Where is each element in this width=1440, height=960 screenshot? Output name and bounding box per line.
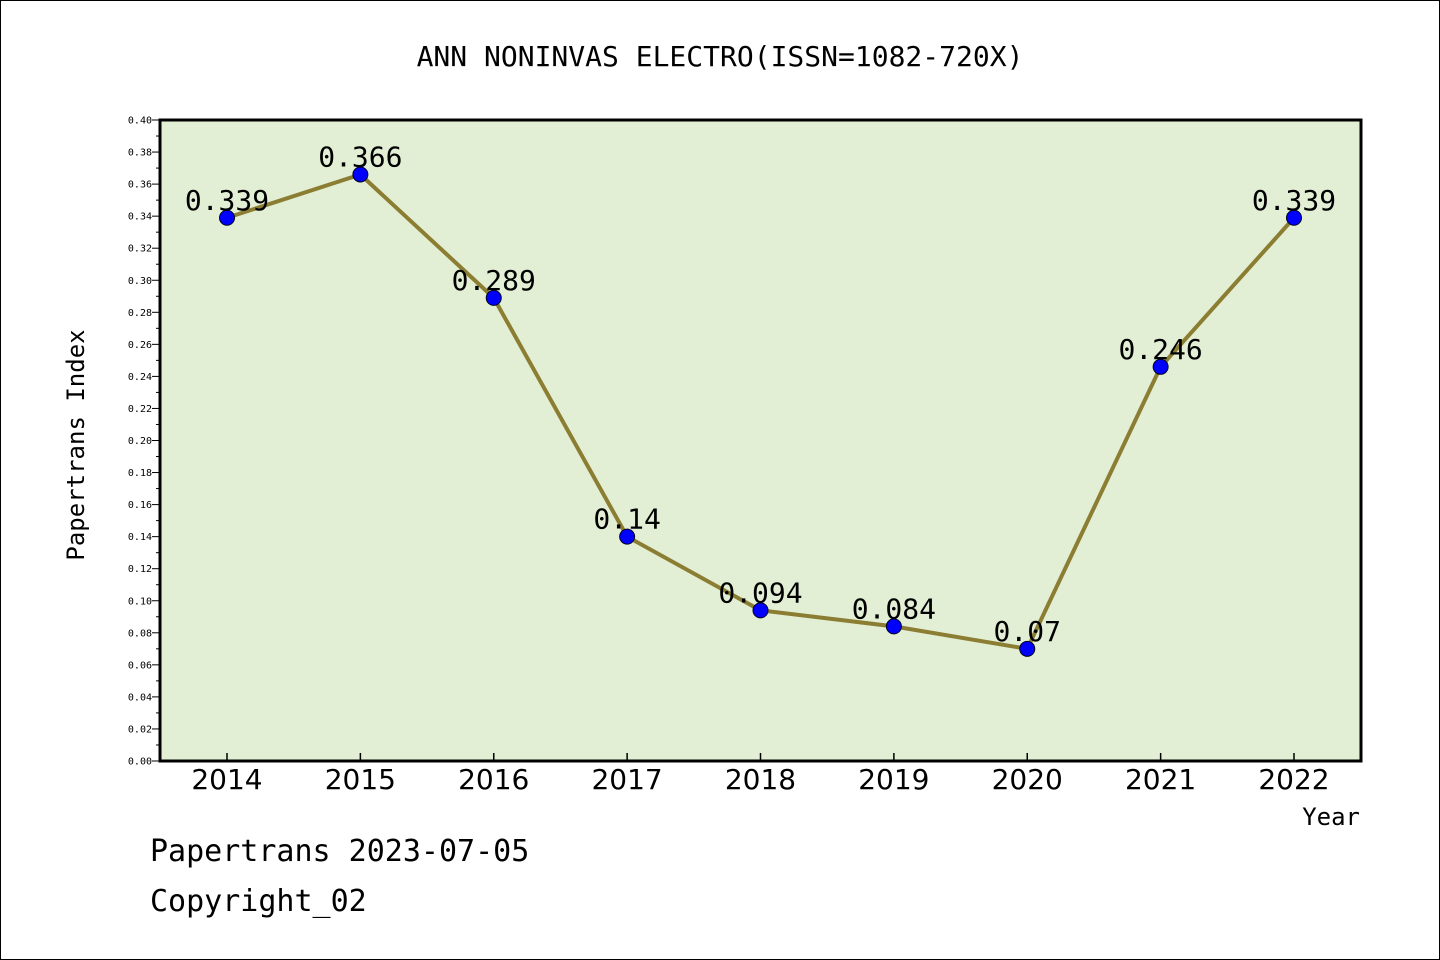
data-label: 0.339	[185, 184, 269, 217]
data-label: 0.07	[994, 615, 1061, 648]
y-tick-label: 0.02	[128, 724, 152, 735]
x-tick-label: 2020	[992, 763, 1063, 796]
data-label: 0.14	[593, 503, 660, 536]
plot-area	[158, 118, 1363, 763]
y-tick-label: 0.14	[128, 532, 152, 543]
data-point	[352, 166, 369, 183]
data-label: 0.339	[1252, 184, 1336, 217]
series-layer: 0.339 0.366 0.289 0.14 0.094 0.084 0.07 0.246 0.…	[185, 140, 1336, 657]
y-tick-label: 0.12	[128, 564, 152, 575]
data-point	[219, 209, 235, 226]
x-tick-label: 2016	[458, 763, 529, 796]
footer-copyright: Copyright_02	[150, 884, 367, 919]
y-tick-label: 0.10	[128, 596, 152, 607]
data-point	[752, 602, 769, 619]
footer-date: Papertrans 2023-07-05	[150, 834, 530, 869]
y-tick-label: 0.20	[128, 436, 152, 447]
data-label: 0.289	[452, 264, 536, 297]
x-tick-label: 2019	[858, 763, 929, 796]
y-axis-ticks: 0.00 0.02 0.04 0.06 0.08 0.10 0.12 0.14 0.16 0.18…	[128, 116, 160, 768]
y-tick-label: 0.38	[128, 148, 152, 159]
y-tick-label: 0.04	[128, 692, 152, 703]
data-point	[485, 289, 502, 306]
chart-title: ANN NONINVAS ELECTRO(ISSN=1082-720X)	[417, 40, 1024, 73]
y-tick-label: 0.22	[128, 404, 152, 415]
data-label: 0.094	[718, 576, 802, 609]
y-tick-label: 0.30	[128, 276, 152, 287]
data-point	[885, 618, 902, 635]
y-tick-label: 0.06	[128, 660, 152, 671]
x-axis-ticks: 2014 2015 2016 2017 2018 2019 2020 2021 2022	[191, 753, 1330, 796]
data-label: 0.246	[1118, 333, 1202, 366]
x-tick-label: 2017	[591, 763, 662, 796]
y-tick-label: 0.26	[128, 340, 152, 351]
x-tick-label: 2021	[1125, 763, 1196, 796]
data-point	[1019, 640, 1036, 657]
y-tick-label: 0.18	[128, 468, 152, 479]
data-label: 0.084	[852, 592, 936, 625]
y-axis-label: Papertrans Index	[62, 329, 90, 560]
y-tick-label: 0.00	[128, 757, 152, 768]
x-tick-label: 2018	[725, 763, 796, 796]
y-tick-label: 0.16	[128, 500, 152, 511]
y-tick-label: 0.34	[128, 212, 152, 223]
data-point	[619, 528, 636, 545]
y-tick-label: 0.36	[128, 180, 152, 191]
x-tick-label: 2022	[1258, 763, 1329, 796]
x-tick-label: 2014	[191, 763, 262, 796]
y-tick-label: 0.24	[128, 372, 152, 383]
y-tick-label: 0.32	[128, 244, 152, 255]
data-point	[1286, 209, 1302, 226]
data-label: 0.366	[318, 140, 402, 173]
y-tick-label: 0.28	[128, 308, 152, 319]
y-tick-label: 0.08	[128, 628, 152, 639]
x-axis-label: Year	[1302, 803, 1360, 831]
x-tick-label: 2015	[325, 763, 396, 796]
data-point	[1152, 358, 1169, 375]
y-tick-label: 0.40	[128, 116, 152, 127]
